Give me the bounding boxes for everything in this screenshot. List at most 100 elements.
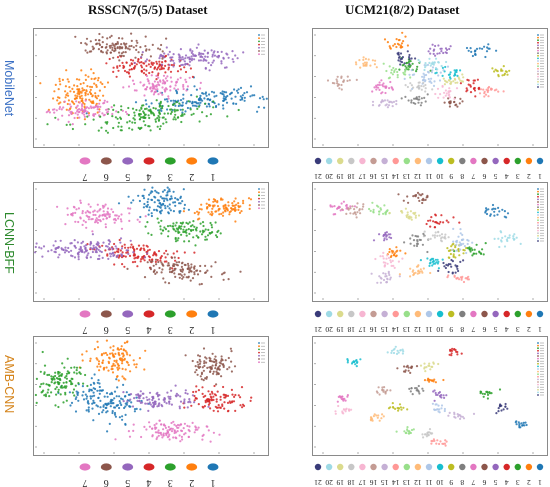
point-class-4 (472, 79, 475, 82)
point-class-7 (58, 107, 61, 110)
inner-legend-marker (537, 381, 539, 383)
point-class-6 (166, 264, 169, 267)
point-class-6 (101, 51, 104, 54)
point-class-6 (190, 266, 193, 269)
point-class-3 (105, 129, 108, 132)
point-class-6 (214, 363, 217, 367)
point-class-1 (157, 192, 160, 195)
point-class-5 (85, 256, 88, 259)
tsne-panel-2 (312, 28, 548, 148)
point-class-2 (234, 208, 237, 211)
point-class-2 (231, 208, 234, 211)
inner-legend-marker (537, 34, 539, 36)
point-class-3 (212, 106, 215, 109)
point-class-3 (133, 118, 136, 121)
point-class-14 (436, 439, 439, 442)
point-class-2 (82, 101, 85, 104)
point-class-3 (471, 248, 474, 252)
point-class-3 (154, 118, 157, 121)
point-class-7 (108, 215, 111, 219)
point-class-2 (132, 359, 135, 362)
point-class-1 (169, 209, 172, 212)
legend-marker-class-6 (481, 157, 488, 165)
inner-legend-marker (537, 70, 539, 73)
point-class-3 (175, 227, 178, 230)
point-class-2 (227, 204, 230, 207)
point-class-14 (456, 276, 459, 279)
point-class-1 (142, 197, 146, 200)
legend-marker-class-4 (503, 157, 510, 165)
point-class-1 (481, 47, 484, 50)
point-class-7 (164, 77, 167, 80)
point-class-6 (122, 54, 125, 58)
point-class-3 (128, 120, 131, 123)
row-label-lcnn-bff: LCNN-BFF (2, 212, 16, 274)
point-class-6 (135, 44, 138, 47)
point-class-6 (228, 366, 231, 369)
point-class-3 (77, 382, 80, 385)
point-class-3 (66, 370, 69, 373)
point-class-4 (153, 251, 156, 254)
point-class-6 (152, 264, 155, 267)
point-class-7 (151, 82, 154, 85)
point-class-3 (75, 369, 78, 372)
point-class-3 (73, 394, 76, 397)
point-class-1 (187, 208, 190, 211)
point-class-4 (118, 254, 121, 258)
point-class-4 (131, 59, 135, 62)
point-class-17 (390, 264, 393, 267)
point-class-2 (117, 351, 120, 354)
point-class-5 (107, 257, 110, 260)
point-class-3 (173, 116, 176, 119)
point-class-3 (408, 60, 411, 63)
point-class-6 (196, 269, 199, 272)
point-class-3 (127, 106, 130, 110)
point-class-2 (393, 43, 396, 46)
point-class-5 (222, 56, 225, 59)
point-class-8 (423, 96, 426, 99)
point-class-1 (158, 202, 161, 205)
point-class-10 (437, 267, 440, 270)
point-class-1 (471, 54, 474, 58)
point-class-3 (60, 384, 63, 387)
point-class-20 (500, 240, 503, 243)
point-class-5 (77, 255, 80, 258)
point-class-20 (390, 351, 393, 354)
point-class-4 (130, 63, 134, 66)
point-class-16 (355, 78, 358, 81)
legend-label-class-13: 13 (403, 478, 411, 487)
point-class-3 (163, 226, 166, 229)
point-class-3 (156, 217, 159, 220)
point-class-14 (483, 95, 486, 98)
point-class-4 (154, 260, 157, 263)
point-class-16 (331, 81, 334, 85)
point-class-5 (220, 50, 223, 53)
legend-label-class-11: 11 (425, 478, 432, 487)
point-class-7 (206, 425, 209, 428)
point-class-8 (415, 387, 418, 390)
point-class-6 (215, 362, 218, 365)
point-class-3 (71, 127, 74, 131)
point-class-2 (124, 378, 127, 381)
legend-marker-class-17 (359, 310, 366, 318)
point-class-6 (205, 361, 208, 364)
point-class-17 (453, 97, 456, 100)
point-class-14 (462, 280, 466, 284)
point-class-2 (143, 368, 146, 371)
inner-legend-marker (537, 214, 539, 216)
point-class-3 (35, 401, 38, 404)
point-class-2 (64, 90, 67, 93)
point-class-7 (375, 88, 378, 91)
point-class-2 (392, 44, 395, 47)
point-class-2 (104, 351, 107, 355)
point-class-8 (408, 387, 411, 390)
point-class-1 (520, 422, 523, 425)
point-class-1 (515, 423, 518, 426)
point-class-3 (214, 234, 218, 237)
point-class-7 (151, 427, 154, 430)
point-class-1 (134, 101, 138, 104)
point-class-3 (158, 127, 161, 131)
point-class-5 (168, 50, 171, 53)
point-class-5 (144, 60, 147, 63)
point-class-5 (435, 393, 438, 396)
